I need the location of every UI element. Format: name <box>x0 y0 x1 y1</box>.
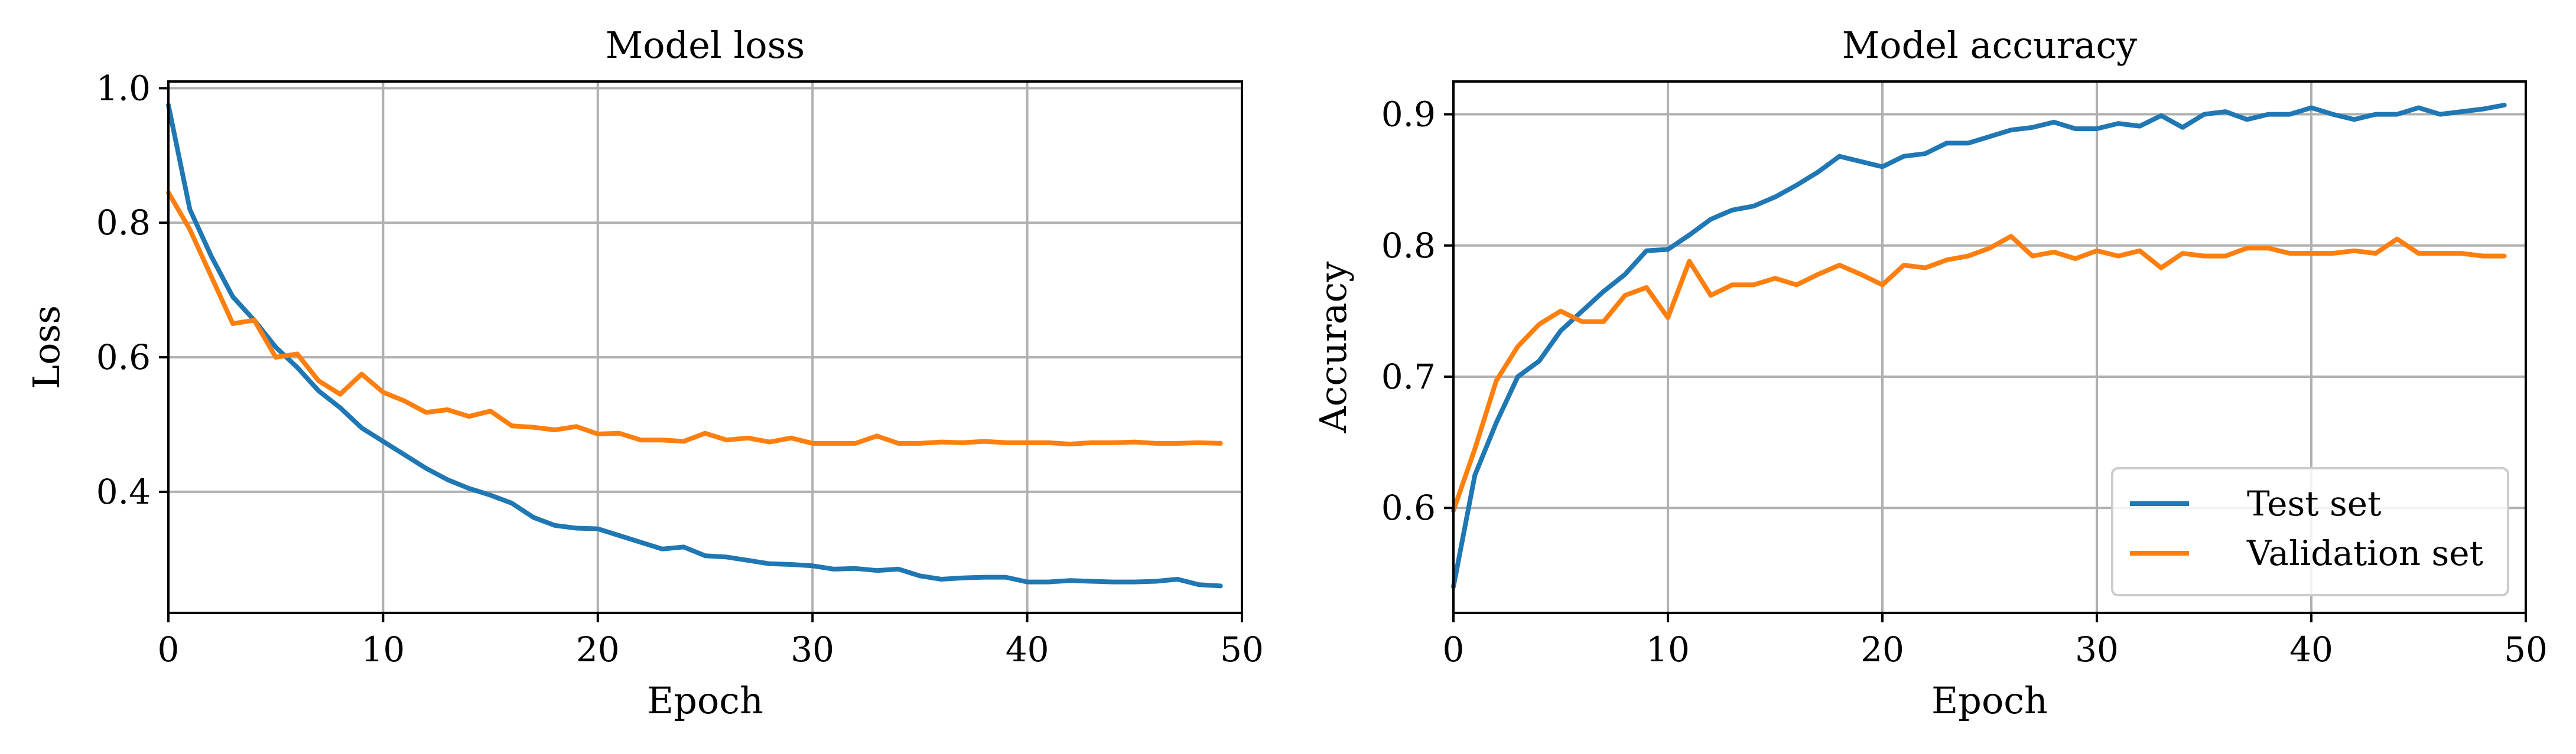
legend-box <box>2111 467 2509 596</box>
loss-series-line-0 <box>166 102 1223 589</box>
accuracy-chart-title: Model accuracy <box>1842 24 2137 67</box>
accuracy-legend: Test set Validation set <box>2111 467 2509 596</box>
loss-x-tick-label: 0 <box>158 629 180 670</box>
loss-x-tick-label: 20 <box>576 629 620 670</box>
loss-x-tick-label: 40 <box>1006 629 1049 670</box>
accuracy-x-tick-label: 30 <box>2075 629 2119 670</box>
accuracy-series-line-0 <box>1451 103 2507 589</box>
loss-y-tick-label: 0.8 <box>96 203 151 243</box>
loss-plot-frame <box>167 80 1243 614</box>
loss-x-axis-label: Epoch <box>647 679 763 722</box>
accuracy-y-tick-label: 0.6 <box>1381 488 1436 528</box>
accuracy-x-tick-label: 20 <box>1861 629 1904 670</box>
loss-series <box>166 102 1223 589</box>
accuracy-x-tick-label: 50 <box>2504 629 2548 670</box>
loss-x-tick-label: 10 <box>361 629 405 670</box>
legend-label-validation-set: Validation set <box>2246 533 2483 573</box>
accuracy-y-axis-label: Accuracy <box>1312 262 1355 434</box>
loss-y-tick-label: 1.0 <box>96 68 151 108</box>
loss-x-tick-label: 30 <box>791 629 834 670</box>
accuracy-chart: 0 10 20 30 40 50 0.6 0.7 0.8 0.9 Model accuracy E… <box>1312 24 2548 722</box>
accuracy-y-tick-label: 0.7 <box>1381 357 1436 397</box>
loss-y-tick-label: 0.4 <box>96 472 151 512</box>
accuracy-y-tick-label: 0.8 <box>1381 226 1436 266</box>
accuracy-y-tick-label: 0.9 <box>1381 94 1436 135</box>
loss-y-tick-label: 0.6 <box>96 337 151 377</box>
loss-ticks: 0 10 20 30 40 50 0.4 0.6 0.8 1.0 <box>96 68 1264 670</box>
accuracy-ticks: 0 10 20 30 40 50 0.6 0.7 0.8 0.9 <box>1381 94 2548 670</box>
loss-chart-title: Model loss <box>606 24 805 67</box>
legend-label-test-set: Test set <box>2247 484 2381 524</box>
accuracy-x-axis-label: Epoch <box>1931 679 2048 722</box>
loss-y-axis-label: Loss <box>25 305 68 389</box>
accuracy-x-tick-label: 0 <box>1443 629 1465 670</box>
accuracy-x-tick-label: 10 <box>1646 629 1690 670</box>
loss-x-tick-label: 50 <box>1220 629 1264 670</box>
accuracy-plot-frame <box>1452 80 2527 614</box>
loss-grid <box>167 81 1243 613</box>
accuracy-series-line-1 <box>1451 234 2507 513</box>
accuracy-series <box>1451 103 2507 589</box>
accuracy-x-tick-label: 40 <box>2289 629 2333 670</box>
loss-series-line-1 <box>166 190 1223 447</box>
loss-chart: 0 10 20 30 40 50 0.4 0.6 0.8 1.0 Model loss Epoch… <box>25 24 1264 722</box>
